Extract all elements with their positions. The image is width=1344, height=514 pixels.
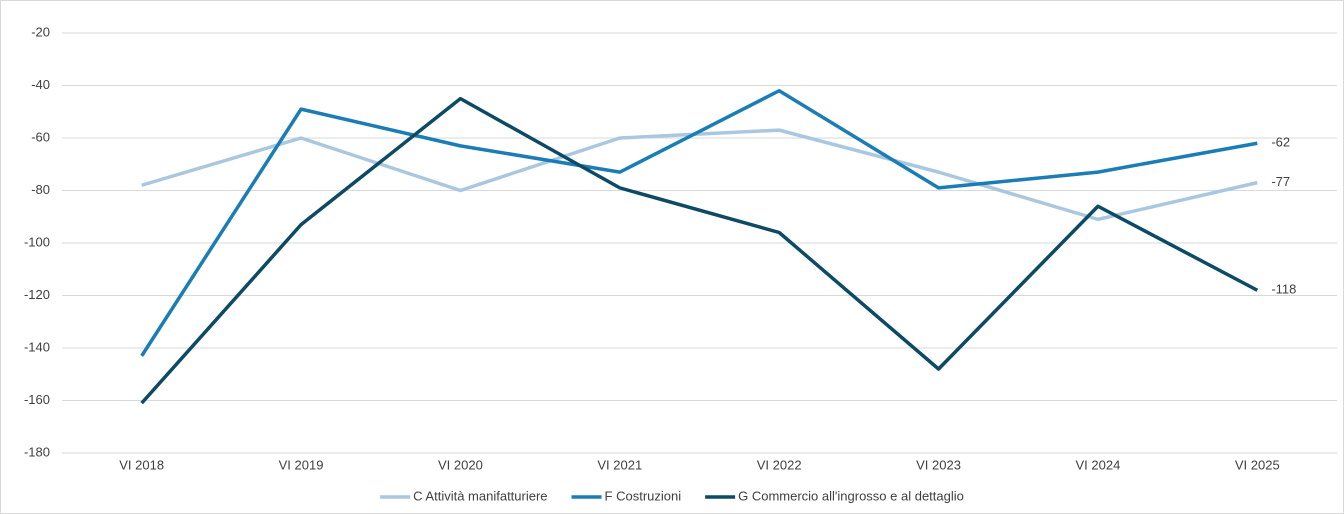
series-line: [140, 96, 1259, 405]
legend-item: G Commercio all'ingrosso e al dettaglio: [705, 488, 964, 503]
legend-item: C Attività manifatturiere: [380, 488, 548, 503]
data-label: -62: [1271, 135, 1290, 150]
y-tick-label: -120: [24, 287, 50, 302]
x-tick-label: VI 2020: [438, 457, 483, 472]
x-tick-label: VI 2024: [1076, 457, 1121, 472]
y-tick-label: -160: [24, 392, 50, 407]
x-tick-label: VI 2022: [757, 457, 802, 472]
x-tick-label: VI 2023: [916, 457, 961, 472]
series-line: [140, 89, 1258, 357]
legend-label: F Costruzioni: [605, 488, 682, 503]
legend-label: C Attività manifatturiere: [413, 488, 547, 503]
data-label: -77: [1271, 174, 1290, 189]
series-line: [141, 128, 1258, 222]
legend-item: F Costruzioni: [571, 488, 682, 503]
x-tick-label: VI 2021: [597, 457, 642, 472]
y-tick-label: -60: [31, 129, 50, 144]
y-tick-label: -100: [24, 234, 50, 249]
y-tick-label: -20: [31, 24, 50, 39]
y-tick-label: -140: [24, 339, 50, 354]
y-tick-label: -40: [31, 77, 50, 92]
x-tick-label: VI 2025: [1235, 457, 1280, 472]
y-tick-label: -80: [31, 182, 50, 197]
x-tick-label: VI 2019: [279, 457, 324, 472]
legend-label: G Commercio all'ingrosso e al dettaglio: [738, 488, 964, 503]
x-tick-label: VI 2018: [119, 457, 164, 472]
data-label: -118: [1271, 282, 1296, 297]
y-tick-label: -180: [24, 444, 50, 459]
